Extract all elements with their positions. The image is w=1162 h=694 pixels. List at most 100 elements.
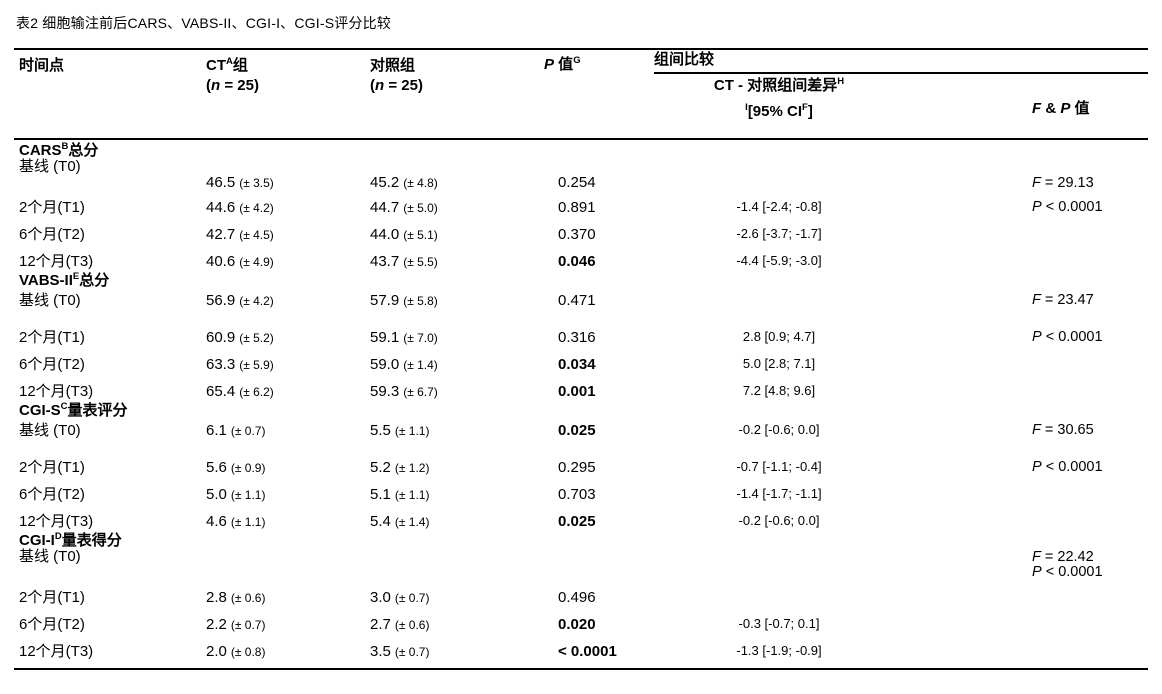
time-label: 12个月(T3) <box>19 642 94 660</box>
time-cell: 2个月(T1) <box>14 199 204 217</box>
section-label: CARSB总分 <box>19 140 99 159</box>
table-row: 2个月(T1) 2.8 (± 0.6) 3.0 (± 0.7) 0.496 <box>14 581 1148 608</box>
diff-value: 5.0 [2.8; 7.1] <box>742 356 816 372</box>
time-cell: 基线 (T0) <box>14 158 204 176</box>
diff-value: -0.2 [-0.6; 0.0] <box>738 513 820 529</box>
diff-cell: -1.4 [-2.4; -0.8] <box>654 198 904 216</box>
section-label-superscript: B <box>61 140 69 152</box>
control-value-cell: 2.7 (± 0.6) <box>368 616 544 634</box>
table-caption: 表2 细胞输注前后CARS、VABS-II、CGI-I、CGI-S评分比较 <box>16 15 392 31</box>
col-header-f-p: F & P 值 <box>904 74 1148 118</box>
control-sd: (± 1.1) <box>394 487 430 502</box>
f-p-value: P < 0.0001 <box>1032 329 1103 346</box>
p-value: 0.001 <box>558 382 596 400</box>
ct-sd: (± 5.9) <box>239 357 274 372</box>
section-label-post: 量表评分 <box>67 401 128 419</box>
section-label-cell: CGI-ID量表得分 <box>14 530 204 550</box>
ct-value-cell: 65.4 (± 6.2) <box>204 383 368 401</box>
table-header: 时间点 CTA组 对照组 P 值G 组间比较 (n = 25) <box>14 50 1148 140</box>
control-sd: (± 0.6) <box>394 617 430 632</box>
table-row: 6个月(T2) 42.7 (± 4.5) 44.0 (± 5.1) 0.370 -2.6 [… <box>14 218 1148 245</box>
comparison-table: 时间点 CTA组 对照组 P 值G 组间比较 (n = 25) <box>14 48 1148 670</box>
table-row: 6个月(T2) 63.3 (± 5.9) 59.0 (± 1.4) 0.034 5.0 [2… <box>14 348 1148 375</box>
col-header-p-value: P 值G <box>544 56 654 74</box>
p-value-cell: 0.316 <box>544 329 654 347</box>
control-mean: 59.3 <box>370 382 400 400</box>
f-p-value: P < 0.0001 <box>1032 199 1103 216</box>
time-cell: 2个月(T1) <box>14 329 204 347</box>
col-header-between-group: 组间比较 <box>654 51 1148 74</box>
section-label-post: 总分 <box>68 141 99 159</box>
time-label: 12个月(T3) <box>19 512 94 530</box>
time-cell: 12个月(T3) <box>14 512 204 531</box>
ct-value-cell: 5.6 (± 0.9) <box>204 459 368 477</box>
diff-label: CT - 对照组间差异H <box>713 76 845 94</box>
ct-mean: 40.6 <box>206 252 236 270</box>
p-value: 0.034 <box>558 355 596 373</box>
table-row: 12个月(T3) 2.0 (± 0.8) 3.5 (± 0.7) < 0.0001 -1.3… <box>14 635 1148 662</box>
time-cell: 6个月(T2) <box>14 486 204 504</box>
time-point-label: 时间点 <box>19 56 65 74</box>
time-cell: 6个月(T2) <box>14 356 204 374</box>
table-row: 12个月(T3) 65.4 (± 6.2) 59.3 (± 6.7) 0.001 7.2 [… <box>14 375 1148 402</box>
control-value-cell: 59.1 (± 7.0) <box>368 329 544 347</box>
section-label-cell: VABS-IIE总分 <box>14 271 204 290</box>
col-header-ct-group: CTA组 <box>204 55 368 75</box>
control-mean: 5.1 <box>370 485 391 503</box>
table-row: 12个月(T3) 4.6 (± 1.1) 5.4 (± 1.4) 0.025 -0.2 [-… <box>14 505 1148 532</box>
p-value-cell: 0.295 <box>544 458 654 477</box>
ct-mean: 2.8 <box>206 588 227 606</box>
table-body: CARSB总分 基线 (T0) 46.5 (± 3.5) 45.2 (± 4.8) 0.25… <box>14 140 1148 670</box>
control-mean: 45.2 <box>370 174 400 191</box>
control-mean: 3.0 <box>370 588 391 606</box>
table-row: 基线 (T0) 6.1 (± 0.7) 5.5 (± 1.1) 0.025 -0.2 [-0… <box>14 419 1148 439</box>
control-mean: 5.2 <box>370 458 391 476</box>
control-mean: 44.0 <box>370 225 400 243</box>
time-label: 6个月(T2) <box>19 615 85 633</box>
ct-mean: 60.9 <box>206 328 236 346</box>
control-value-cell: 44.0 (± 5.1) <box>368 225 544 244</box>
ct-value-cell: 46.5 (± 3.5) <box>204 174 368 192</box>
ct-sd: (± 1.1) <box>230 487 266 502</box>
table-row: 6个月(T2) 5.0 (± 1.1) 5.1 (± 1.1) 0.703 -1.4 [-1… <box>14 478 1148 505</box>
diff-value: -0.2 [-0.6; 0.0] <box>738 422 820 438</box>
p-value-cell: 0.471 <box>544 292 654 310</box>
diff-cell: 5.0 [2.8; 7.1] <box>654 355 904 373</box>
p-value: 0.295 <box>558 458 596 476</box>
table-row: 基线 (T0) 56.9 (± 4.2) 57.9 (± 5.8) 0.471 F = 23… <box>14 289 1148 309</box>
ct-mean: 44.6 <box>206 198 236 216</box>
control-sd: (± 1.1) <box>394 423 430 438</box>
ct-sd: (± 3.5) <box>239 176 274 190</box>
ct-mean: 56.9 <box>206 291 236 309</box>
control-value-cell: 5.2 (± 1.2) <box>368 458 544 477</box>
control-mean: 44.7 <box>370 198 400 216</box>
diff-value: -2.6 [-3.7; -1.7] <box>736 226 822 242</box>
ct-sd: (± 4.5) <box>239 227 274 242</box>
table-row: P < 0.0001 <box>14 564 1148 581</box>
diff-cell: -1.3 [-1.9; -0.9] <box>654 642 904 660</box>
diff-cell: 7.2 [4.8; 9.6] <box>654 382 904 400</box>
control-sd: (± 0.7) <box>394 644 430 659</box>
p-value-label: P 值G <box>544 55 581 74</box>
col-header-time-point: 时间点 <box>14 56 204 75</box>
control-sd: (± 6.7) <box>403 384 438 399</box>
ct-value-cell: 44.6 (± 4.2) <box>204 198 368 217</box>
ct-mean: 6.1 <box>206 421 227 439</box>
control-mean: 59.0 <box>370 355 400 373</box>
ct-value-cell: 40.6 (± 4.9) <box>204 252 368 271</box>
section-label-superscript: D <box>54 530 62 542</box>
header-row-2: (n = 25) (n = 25) CT - 对照组间差异H I[95% CIF… <box>14 74 1148 138</box>
ct-mean: 42.7 <box>206 225 236 243</box>
ct-sd: (± 4.2) <box>239 293 274 308</box>
p-value-cell: < 0.0001 <box>544 643 654 661</box>
section-label: CGI-SC量表评分 <box>19 401 128 419</box>
ct-sd: (± 4.9) <box>239 254 274 269</box>
control-value-cell: 57.9 (± 5.8) <box>368 292 544 310</box>
diff-value: -1.4 [-1.7; -1.1] <box>736 486 822 502</box>
diff-cell: -4.4 [-5.9; -3.0] <box>654 252 904 270</box>
f-p-value: F = 22.42 <box>1032 548 1094 565</box>
ct-group-label: CTA组 <box>206 55 248 74</box>
control-sd: (± 7.0) <box>403 330 438 345</box>
p-value-cell: 0.025 <box>544 422 654 440</box>
time-cell: 基线 (T0) <box>14 548 204 566</box>
